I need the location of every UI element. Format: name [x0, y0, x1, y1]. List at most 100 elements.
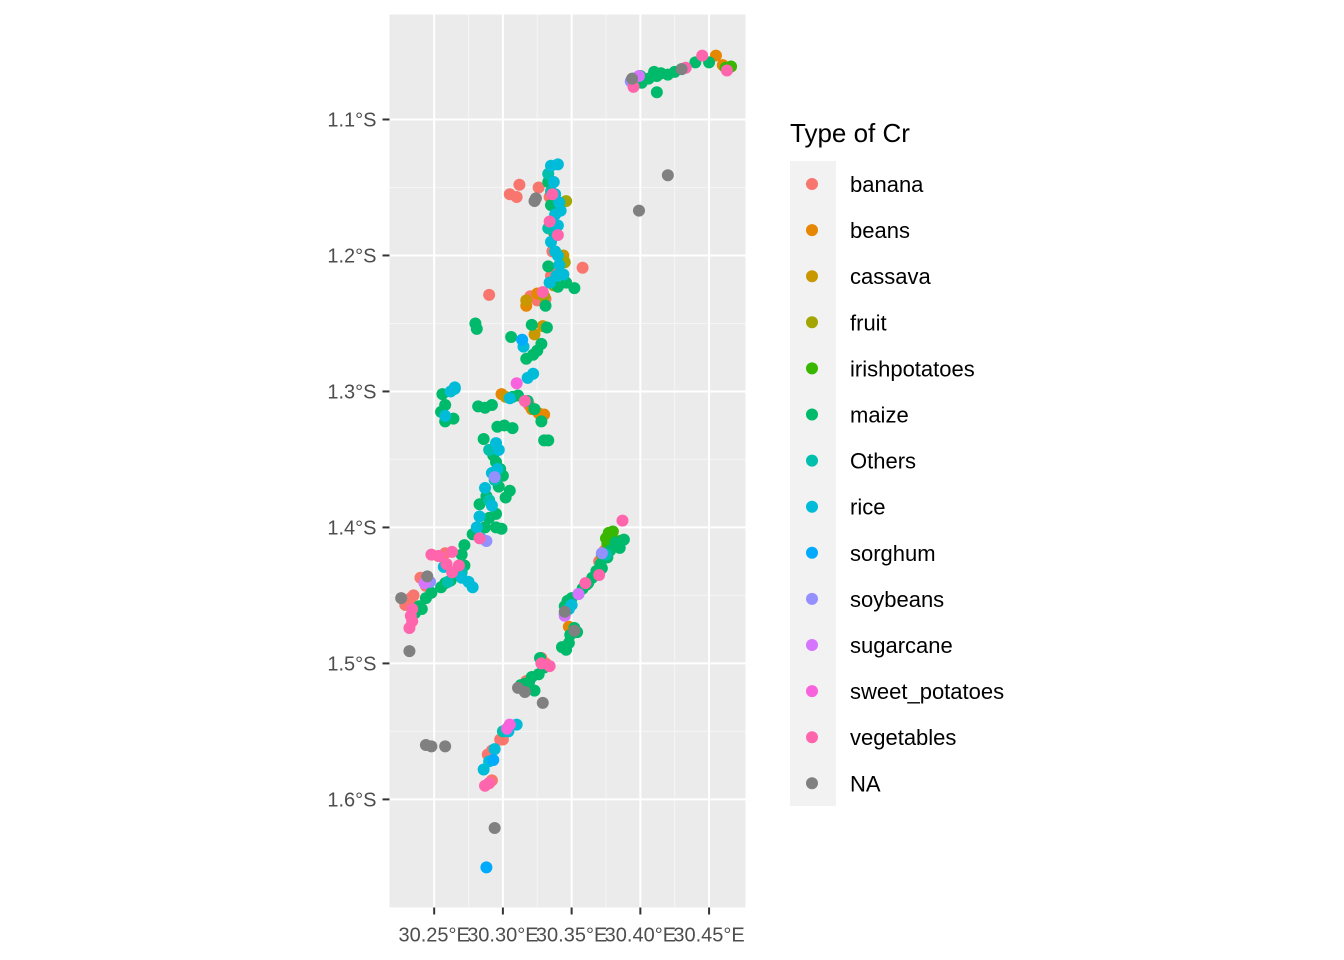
point-rice: [448, 381, 461, 394]
point-banana: [483, 288, 496, 301]
point-rice: [470, 521, 483, 534]
panel-background: [389, 14, 746, 908]
point-banana: [510, 190, 523, 203]
point-sweet-potatoes: [510, 377, 523, 390]
point-maize: [495, 522, 508, 535]
point-banana: [532, 181, 545, 194]
x-tick-label: 30.45°E: [673, 925, 744, 947]
point-vegetables: [433, 549, 446, 562]
point-na: [675, 63, 688, 76]
point-na: [529, 192, 542, 205]
point-sugarcane: [572, 588, 585, 601]
point-maize: [535, 415, 548, 428]
point-vegetables: [546, 188, 559, 201]
point-vegetables: [543, 660, 556, 673]
legend-key-maize: [806, 408, 818, 421]
point-soybeans: [488, 471, 501, 484]
point-others: [441, 575, 454, 588]
point-vegetables: [543, 215, 556, 228]
point-na: [395, 592, 408, 605]
point-vegetables: [720, 64, 733, 77]
point-maize: [542, 260, 555, 273]
point-sorghum: [487, 753, 500, 766]
point-maize: [485, 399, 498, 412]
point-maize: [528, 684, 541, 697]
legend-key-banana: [806, 178, 818, 190]
legend-entries: banana beans cassava fruit irishpotatoes maiz…: [806, 172, 1004, 796]
point-na: [568, 624, 581, 637]
point-maize: [528, 403, 541, 416]
legend-key-irishpotatoes: [806, 362, 818, 375]
y-tick-label: 1.3°S: [327, 381, 376, 403]
point-maize: [539, 299, 552, 312]
x-axis: 30.25°E30.30°E30.35°E30.40°E30.45°E: [398, 907, 745, 947]
point-maize: [520, 352, 533, 365]
y-tick-label: 1.5°S: [327, 653, 376, 675]
point-cassava: [520, 294, 533, 307]
point-rice: [439, 409, 452, 422]
point-vegetables: [579, 577, 592, 590]
legend-label-banana: banana: [850, 172, 924, 197]
point-rice: [492, 443, 505, 456]
point-na: [421, 570, 434, 583]
point-na: [518, 685, 531, 698]
point-vegetables: [452, 559, 465, 572]
point-irishpotatoes: [606, 525, 619, 538]
point-banana: [576, 261, 589, 274]
point-cassava: [528, 328, 541, 341]
y-tick-label: 1.2°S: [327, 245, 376, 267]
point-vegetables: [446, 545, 459, 558]
legend-label-sorghum: sorghum: [850, 541, 936, 566]
point-maize: [525, 318, 538, 331]
point-rice: [485, 499, 498, 512]
point-maize: [483, 511, 496, 524]
legend-label-others: Others: [850, 449, 916, 474]
legend-key-sorghum: [806, 546, 818, 559]
point-na: [626, 72, 639, 85]
legend-label-soybeans: soybeans: [850, 587, 944, 612]
legend-label-rice: rice: [850, 495, 885, 520]
point-maize: [525, 671, 538, 684]
legend-label-fruit: fruit: [850, 310, 887, 335]
point-rice: [473, 510, 486, 523]
point-vegetables: [593, 569, 606, 582]
point-rice: [527, 367, 540, 380]
point-soybeans: [595, 547, 608, 560]
point-maize: [506, 422, 519, 435]
legend-key-cassava: [806, 270, 818, 283]
point-maize: [470, 322, 483, 335]
legend-key-na: [806, 777, 818, 790]
point-maize: [650, 86, 663, 99]
point-maize: [419, 592, 432, 605]
y-tick-label: 1.6°S: [327, 789, 376, 811]
legend: Type of Cr banana beans cassava fruit irishp…: [790, 118, 1004, 806]
x-tick-label: 30.25°E: [398, 925, 469, 947]
legend-key-sweet-potatoes: [806, 685, 818, 698]
point-na: [488, 821, 501, 834]
y-axis: 1.1°S 1.2°S 1.3°S 1.4°S 1.5°S 1.6°S: [327, 109, 390, 811]
x-tick-label: 30.40°E: [605, 925, 676, 947]
legend-label-maize: maize: [850, 403, 909, 428]
point-maize: [458, 539, 471, 552]
point-rice: [553, 258, 566, 271]
legend-key-vegetables: [806, 731, 818, 744]
point-vegetables: [473, 532, 486, 545]
point-na: [661, 169, 674, 182]
point-rice: [503, 392, 516, 405]
legend-label-beans: beans: [850, 218, 910, 243]
point-rice: [488, 743, 501, 756]
point-maize: [473, 498, 486, 511]
point-maize: [560, 643, 573, 656]
legend-label-vegetables: vegetables: [850, 725, 956, 750]
point-banana: [407, 589, 420, 602]
legend-title: Type of Cr: [790, 118, 910, 148]
point-rice: [547, 176, 560, 189]
point-rice: [551, 158, 564, 171]
point-maize: [455, 548, 468, 561]
data-points: [395, 49, 738, 874]
point-maize: [477, 433, 490, 446]
point-rice: [543, 276, 556, 289]
legend-key-beans: [806, 224, 818, 237]
point-na: [632, 204, 645, 217]
